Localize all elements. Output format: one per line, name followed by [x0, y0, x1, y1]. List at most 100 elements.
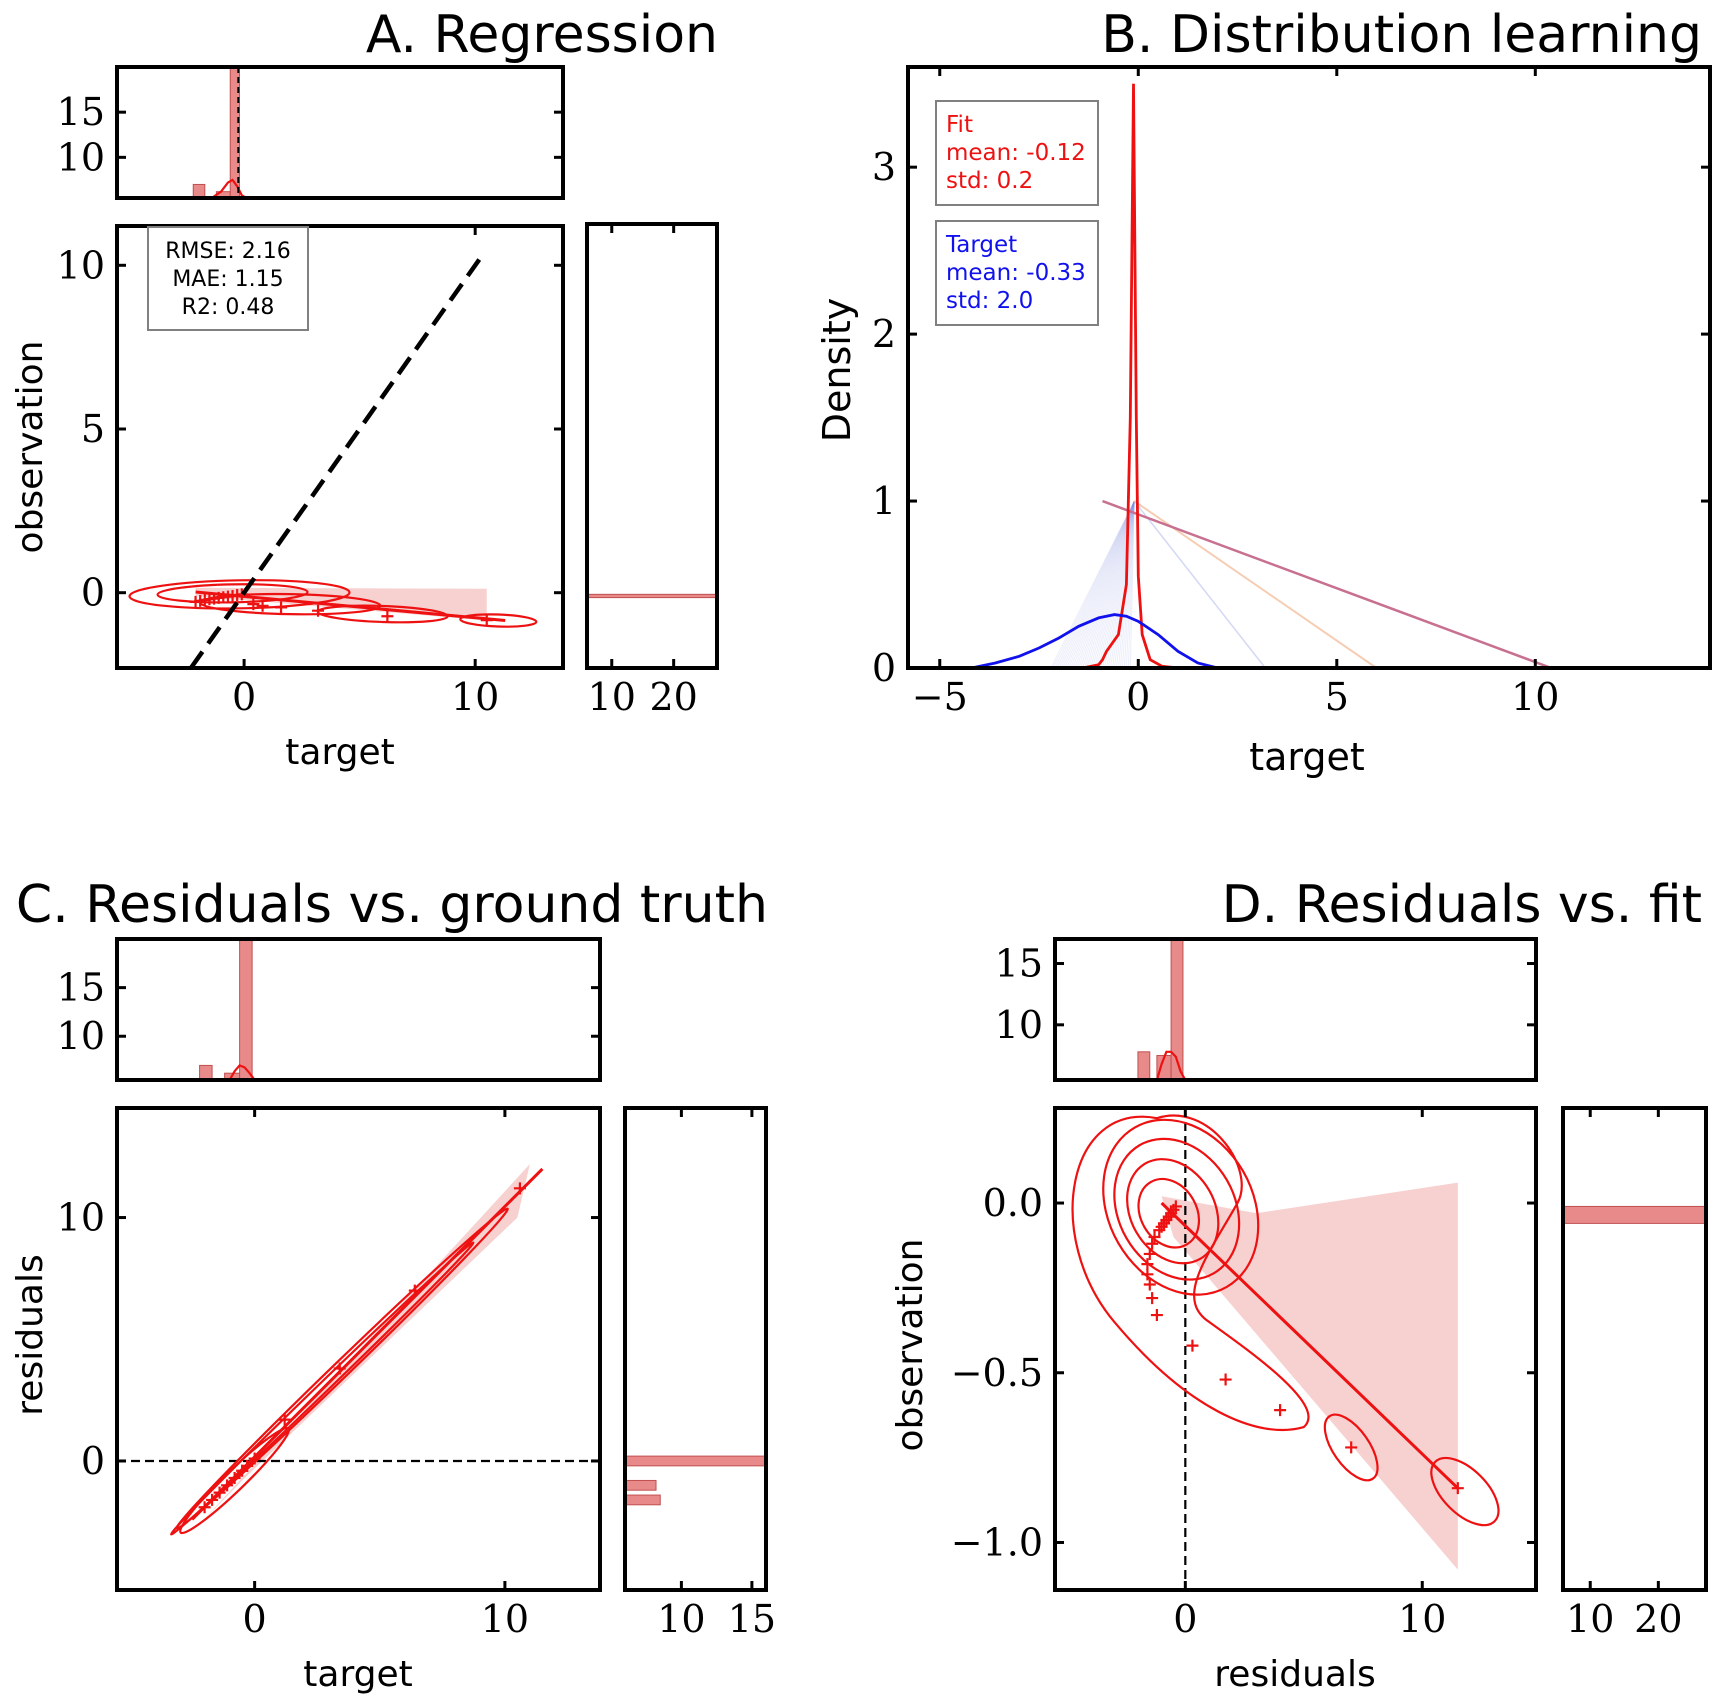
- transport-line: [1104, 500, 1135, 669]
- legend-box: [935, 220, 1099, 326]
- kde-contour: [128, 579, 351, 610]
- kde-contour: [179, 1426, 291, 1535]
- plot-frame: [115, 224, 565, 670]
- x-tick-label: 0: [1173, 1597, 1197, 1641]
- border-tick: [1534, 1204, 1538, 1208]
- transport-line: [1078, 500, 1135, 669]
- right-histogram-frame: [585, 222, 719, 670]
- x-tick-label: 10: [588, 675, 636, 719]
- border-tick: [213, 1106, 217, 1110]
- data-point: [1219, 1373, 1232, 1386]
- border-tick: [1249, 1106, 1253, 1110]
- kde-contour: [1113, 1137, 1241, 1281]
- data-point: [206, 1493, 219, 1506]
- data-point: [312, 604, 325, 617]
- stats-line: R2: 0.48: [182, 295, 275, 320]
- y-tick-label: −0.5: [951, 1351, 1043, 1395]
- histogram-bar: [586, 593, 718, 599]
- identity-line: [189, 254, 484, 670]
- border-tick: [598, 1302, 602, 1306]
- border-tick: [598, 1204, 602, 1208]
- y-tick-label: 10: [57, 1196, 105, 1240]
- y-tick-label: 0.0: [983, 1181, 1043, 1225]
- border-tick: [561, 273, 565, 277]
- border-tick: [598, 1449, 602, 1453]
- legend-std: std: 0.2: [946, 168, 1033, 194]
- data-point: [1148, 1230, 1161, 1243]
- border-tick: [561, 371, 565, 375]
- y-tick-label: 0: [81, 571, 105, 615]
- border-tick: [1347, 1106, 1351, 1110]
- border-tick: [598, 1155, 602, 1159]
- chart-title: C. Residuals vs. ground truth: [16, 875, 768, 935]
- x-tick-label: 10: [657, 1597, 705, 1641]
- transport-line: [1068, 500, 1135, 669]
- border-tick: [164, 1106, 168, 1110]
- border-tick: [1534, 1547, 1538, 1551]
- data-point: [1141, 1268, 1154, 1281]
- y-tick-label: 2: [872, 312, 896, 356]
- transport-line: [1054, 500, 1135, 669]
- x-tick-label: 0: [232, 675, 256, 719]
- border-tick: [360, 224, 364, 228]
- transport-line: [1082, 500, 1135, 669]
- border-tick: [1298, 1106, 1302, 1110]
- legend-std-value: 0.2: [997, 168, 1034, 194]
- legend-name: Fit: [946, 112, 973, 138]
- panel-residuals-vs-ground-truth: 0 10 0 10 target residuals C. Residuals vs. gr…: [10, 875, 776, 1695]
- transport-line: [1050, 500, 1135, 669]
- border-tick: [556, 1106, 560, 1110]
- border-tick: [1534, 1351, 1538, 1355]
- data-point: [221, 1479, 234, 1492]
- data-point: [1186, 1339, 1199, 1352]
- transport-line: [1102, 499, 1552, 670]
- kde-contour: [1323, 1413, 1379, 1482]
- kde-contour: [1137, 1177, 1201, 1249]
- border-tick: [1534, 1400, 1538, 1404]
- border-tick: [1445, 1106, 1449, 1110]
- kde-contour: [1126, 1158, 1220, 1265]
- transport-line: [1133, 500, 1266, 669]
- legend-name: Target: [945, 232, 1017, 258]
- transport-line: [1084, 500, 1135, 669]
- top-histogram-frame: [115, 937, 602, 1082]
- confidence-band: [1161, 1182, 1458, 1570]
- border-tick: [311, 224, 315, 228]
- y-tick-label: 10: [57, 243, 105, 287]
- data-point: [248, 1452, 261, 1465]
- data-point: [1143, 1278, 1156, 1291]
- kde-curve: [1155, 1050, 1187, 1081]
- border-tick: [360, 1106, 364, 1110]
- x-tick-label: 10: [451, 675, 499, 719]
- y-tick-label: 10: [57, 1014, 105, 1058]
- border-tick: [1494, 1106, 1498, 1110]
- border-tick: [1534, 1155, 1538, 1159]
- data-point: [1153, 1224, 1166, 1237]
- y-tick-label: 15: [57, 90, 105, 134]
- transport-line: [1072, 500, 1135, 669]
- x-axis-label: target: [303, 1654, 412, 1695]
- confidence-band: [199, 1163, 530, 1525]
- fit-line: [195, 590, 506, 622]
- y-tick-label: 1: [872, 479, 896, 523]
- border-tick: [1102, 1106, 1106, 1110]
- histogram-bar: [199, 1064, 213, 1081]
- fit-density-curve: [1082, 83, 1179, 670]
- histogram-bar: [624, 1455, 767, 1467]
- y-axis-label: observation: [10, 341, 51, 554]
- y-axis-label: residuals: [10, 1254, 51, 1415]
- legend-mean-value: -0.33: [1026, 260, 1086, 286]
- y-tick-label: −1.0: [951, 1520, 1043, 1564]
- stats-box: [147, 226, 309, 331]
- transport-line: [1129, 501, 1135, 669]
- transport-line: [1076, 500, 1135, 669]
- right-histogram-frame: [623, 1106, 768, 1592]
- stats-line: MAE: 1.15: [172, 267, 283, 292]
- border-tick: [598, 1253, 602, 1257]
- legend-std-value: 2.0: [997, 288, 1034, 314]
- transport-line: [1113, 500, 1135, 669]
- x-tick-label: 20: [649, 675, 697, 719]
- border-tick: [598, 1400, 602, 1404]
- kde-contour: [1102, 1118, 1260, 1296]
